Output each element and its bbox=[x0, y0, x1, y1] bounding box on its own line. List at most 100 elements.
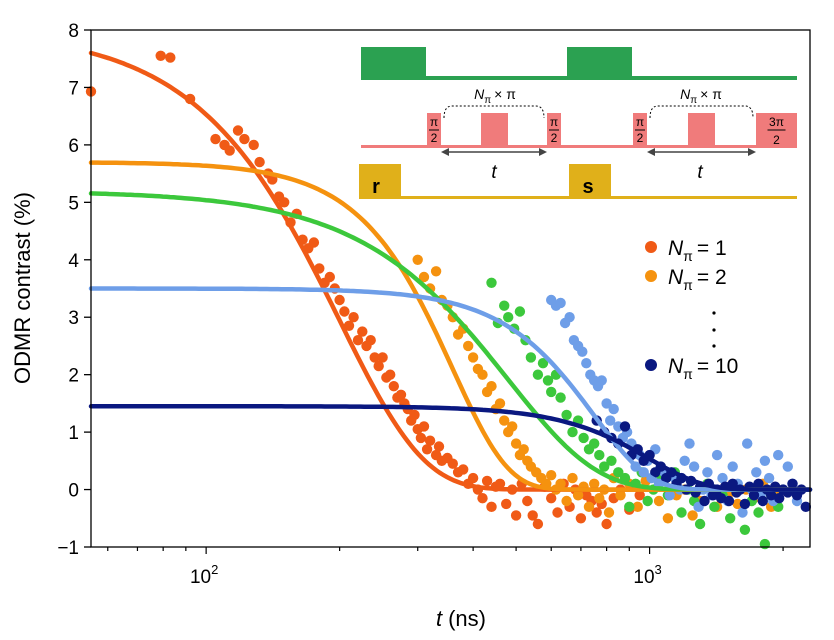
laser-baseline bbox=[361, 76, 797, 80]
data-point bbox=[499, 415, 510, 426]
x-tick-label: 102 bbox=[190, 562, 218, 588]
y-tick-label: 2 bbox=[68, 366, 79, 387]
data-point bbox=[210, 133, 221, 145]
data-point bbox=[546, 493, 557, 504]
data-point bbox=[421, 444, 433, 455]
data-point bbox=[415, 432, 427, 444]
data-point bbox=[537, 358, 549, 369]
data-point bbox=[477, 493, 488, 504]
data-point bbox=[599, 461, 610, 472]
n-pi-symbol: N bbox=[474, 86, 485, 102]
data-point bbox=[575, 513, 587, 524]
data-point bbox=[642, 495, 653, 507]
plot-frame bbox=[90, 29, 811, 548]
data-point bbox=[800, 501, 811, 512]
data-point bbox=[463, 340, 474, 352]
x-tick-exp: 3 bbox=[655, 562, 662, 577]
data-point bbox=[555, 297, 566, 309]
data-point bbox=[759, 538, 771, 550]
data-point bbox=[503, 312, 514, 323]
data-point bbox=[357, 326, 368, 337]
n-pi-label: Nπ × π bbox=[680, 86, 722, 106]
data-point bbox=[165, 52, 176, 63]
legend-marker bbox=[645, 359, 657, 371]
data-point bbox=[583, 501, 595, 512]
legend-ellipsis-dot bbox=[712, 311, 716, 315]
data-point bbox=[624, 501, 635, 512]
data-point bbox=[385, 369, 396, 380]
fit-curve-5 bbox=[88, 404, 813, 492]
legend-value: = 2 bbox=[697, 266, 727, 289]
data-point bbox=[766, 490, 777, 501]
y-tick-label: −1 bbox=[57, 538, 79, 559]
data-point bbox=[424, 435, 436, 446]
pulse-label-num: 3π bbox=[769, 115, 784, 129]
y-tick-label: 0 bbox=[68, 481, 79, 502]
pulse-label-den: 2 bbox=[637, 131, 644, 145]
data-point bbox=[458, 464, 469, 475]
data-point bbox=[365, 335, 376, 346]
data-point bbox=[567, 426, 578, 438]
data-point bbox=[486, 277, 497, 288]
data-point bbox=[759, 455, 771, 466]
data-point bbox=[774, 493, 785, 504]
data-point bbox=[308, 237, 320, 248]
data-point bbox=[499, 300, 510, 311]
x-tick-base: 10 bbox=[633, 567, 654, 588]
data-point bbox=[715, 493, 727, 504]
axes bbox=[90, 29, 811, 548]
data-point bbox=[418, 271, 430, 283]
pulse-label-den: 2 bbox=[431, 131, 438, 145]
fit-curve-4 bbox=[88, 286, 813, 492]
data-point bbox=[589, 478, 600, 489]
data-point bbox=[763, 472, 775, 484]
data-point bbox=[232, 125, 244, 136]
data-point bbox=[532, 369, 544, 380]
readout-label-s: s bbox=[582, 176, 593, 198]
data-point bbox=[542, 375, 554, 386]
data-point bbox=[525, 352, 537, 363]
data-point bbox=[601, 398, 612, 409]
data-point bbox=[613, 467, 624, 478]
legend-label: Nπ = 1 bbox=[668, 237, 727, 264]
data-point bbox=[486, 501, 497, 512]
data-point bbox=[339, 306, 350, 317]
data-point bbox=[725, 513, 736, 524]
mw-pulse bbox=[688, 113, 715, 146]
legend-subscript: π bbox=[683, 248, 693, 264]
mw-pulse bbox=[481, 113, 508, 146]
y-tick-label: 3 bbox=[68, 308, 79, 329]
readout-label-r: r bbox=[372, 176, 380, 198]
legend-ellipsis-dot bbox=[712, 328, 716, 332]
data-point bbox=[546, 470, 557, 481]
data-point bbox=[564, 312, 575, 323]
n-pi-symbol: N bbox=[680, 86, 691, 102]
t-label: t bbox=[491, 162, 497, 183]
t-arrowhead bbox=[647, 148, 655, 156]
x-tick-label: 103 bbox=[633, 562, 661, 588]
data-point bbox=[589, 438, 600, 449]
data-point bbox=[395, 389, 407, 400]
y-tick-label: 5 bbox=[68, 193, 79, 214]
data-point bbox=[632, 501, 643, 512]
data-point bbox=[581, 358, 592, 369]
data-point bbox=[343, 320, 355, 331]
data-point bbox=[732, 498, 743, 510]
legend-marker bbox=[645, 241, 657, 253]
data-point bbox=[279, 197, 290, 208]
data-point bbox=[662, 513, 674, 524]
n-pi-subscript: π bbox=[690, 95, 697, 106]
data-point bbox=[546, 386, 557, 398]
legend-item-1: Nπ = 1 bbox=[645, 237, 727, 264]
readout-baseline bbox=[359, 196, 797, 199]
legend-item-2: Nπ = 2 bbox=[645, 266, 727, 293]
fit-curve-2 bbox=[88, 160, 813, 492]
data-point bbox=[684, 438, 695, 449]
data-point bbox=[773, 449, 784, 461]
data-point bbox=[601, 518, 612, 530]
t-arrowhead bbox=[748, 148, 756, 156]
legend-value: = 10 bbox=[697, 355, 738, 378]
data-point bbox=[699, 495, 710, 507]
pulse-label-num: π bbox=[430, 115, 438, 129]
y-tick-label: 6 bbox=[68, 136, 79, 157]
